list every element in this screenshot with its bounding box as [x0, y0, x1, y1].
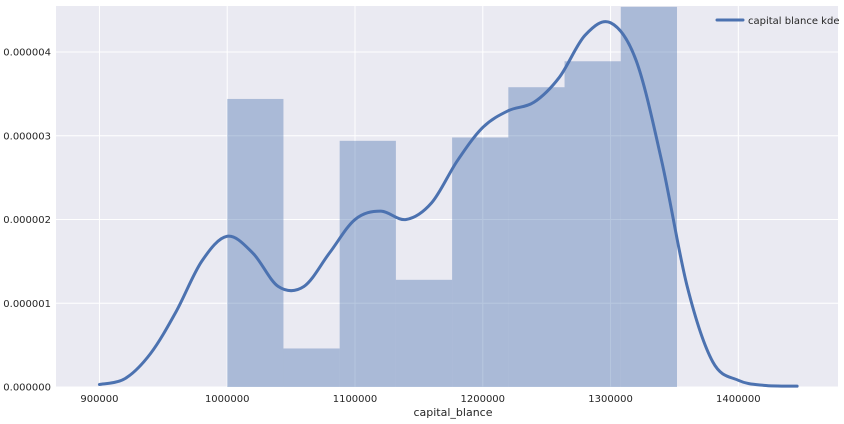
grid [56, 6, 838, 388]
histogram-bar [508, 87, 565, 387]
y-tick-labels: 0.000000 0.000001 0.000002 0.000003 0.000004 [3, 48, 51, 394]
x-tick-label: 900000 [80, 394, 118, 405]
histogram-bar [564, 61, 621, 388]
histogram-bar [339, 140, 396, 387]
x-tick-labels: 900000 1000000 1100000 1200000 1300000 140000… [80, 394, 760, 405]
legend-label: capital blance kde [748, 16, 839, 27]
plot-background [56, 6, 838, 387]
histogram-bar [283, 348, 340, 387]
x-tick-label: 1100000 [333, 394, 378, 405]
histogram-bars [227, 6, 677, 388]
histogram-bar [452, 137, 509, 387]
x-tick-label: 1300000 [588, 394, 633, 405]
histogram-bar [395, 279, 453, 387]
histogram-bar [227, 98, 284, 387]
x-tick-label: 1000000 [205, 394, 250, 405]
x-tick-label: 1400000 [716, 394, 761, 405]
y-tick-label: 0.000000 [3, 383, 51, 394]
kde-lines [97, 20, 799, 388]
legend: capital blance kde [715, 16, 839, 27]
y-tick-label: 0.000004 [3, 48, 51, 59]
y-tick-label: 0.000003 [3, 131, 51, 142]
x-axis-label: capital_blance [413, 406, 492, 419]
y-tick-label: 0.000002 [3, 215, 51, 226]
kde-line [97, 20, 799, 388]
y-tick-label: 0.000001 [3, 299, 51, 310]
x-tick-label: 1200000 [461, 394, 506, 405]
